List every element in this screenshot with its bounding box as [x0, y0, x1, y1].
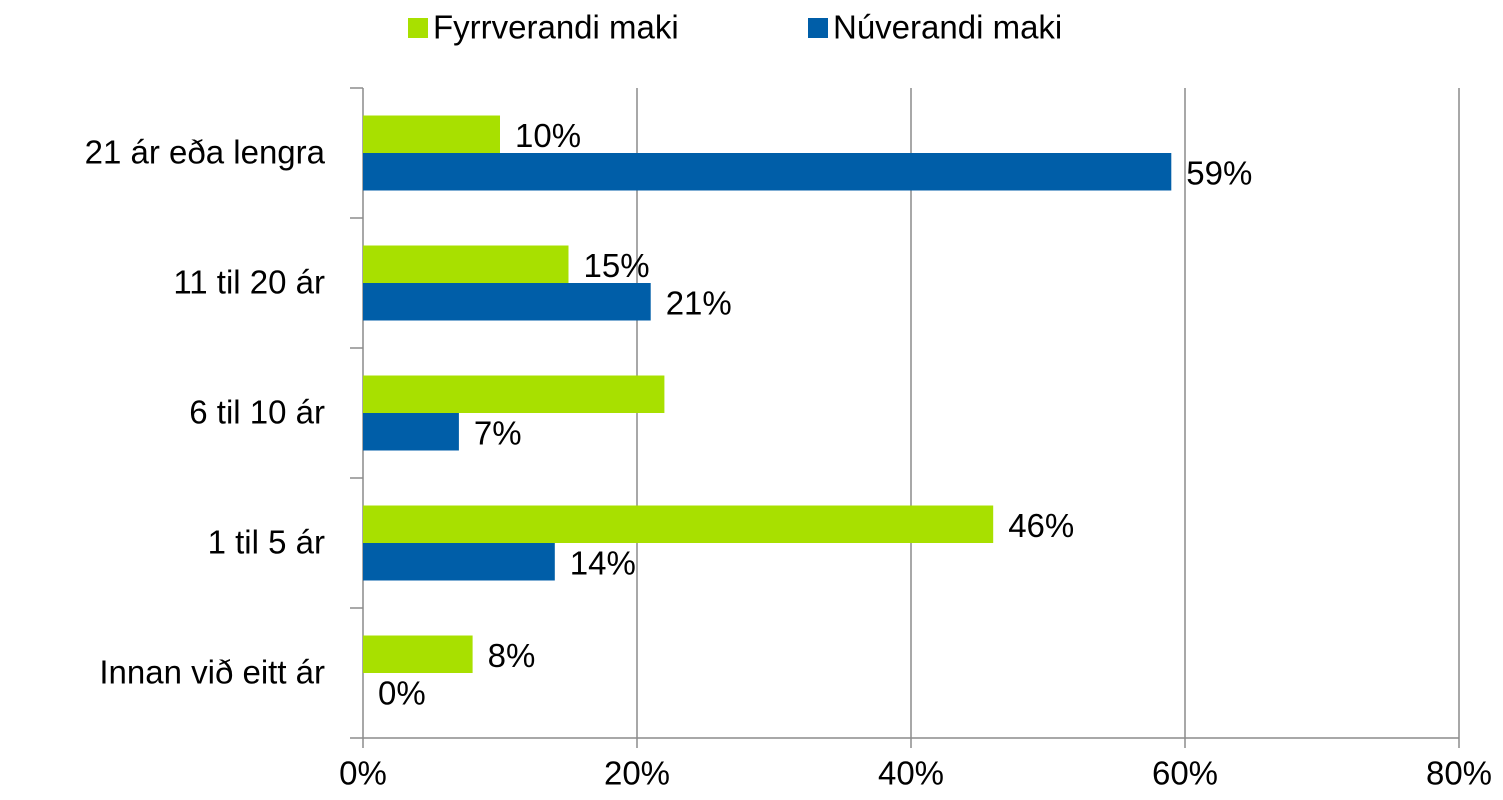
- data-label: 0%: [378, 674, 426, 711]
- x-tick-label: 0%: [339, 755, 387, 792]
- bar: [363, 635, 473, 673]
- bar: [363, 153, 1172, 191]
- bar: [363, 543, 555, 581]
- x-tick-label: 20%: [604, 755, 670, 792]
- y-tick-label: 11 til 20 ár: [173, 264, 325, 301]
- y-tick-label: 1 til 5 ár: [208, 524, 325, 561]
- bar: [363, 245, 569, 283]
- bar: [363, 375, 665, 413]
- legend-swatch: [408, 18, 428, 38]
- legend-swatch: [808, 18, 828, 38]
- data-label: 8%: [488, 637, 536, 674]
- data-label: 59%: [1186, 154, 1252, 191]
- y-tick-label: 6 til 10 ár: [189, 394, 325, 431]
- bar: [363, 505, 994, 543]
- y-tick-label: Innan við eitt ár: [99, 654, 325, 691]
- data-label: 21%: [666, 284, 732, 321]
- bar: [363, 413, 459, 451]
- legend-label: Núverandi maki: [833, 9, 1062, 46]
- x-tick-label: 40%: [878, 755, 944, 792]
- data-label: 10%: [515, 117, 581, 154]
- legend-label: Fyrrverandi maki: [433, 9, 679, 46]
- bar: [363, 283, 651, 321]
- x-tick-label: 80%: [1426, 755, 1492, 792]
- data-label: 15%: [584, 247, 650, 284]
- data-label: 46%: [1008, 507, 1074, 544]
- x-tick-label: 60%: [1152, 755, 1218, 792]
- data-label: 7%: [474, 414, 522, 451]
- y-tick-label: 21 ár eða lengra: [85, 134, 326, 171]
- bar: [363, 115, 500, 153]
- data-label: 14%: [570, 544, 636, 581]
